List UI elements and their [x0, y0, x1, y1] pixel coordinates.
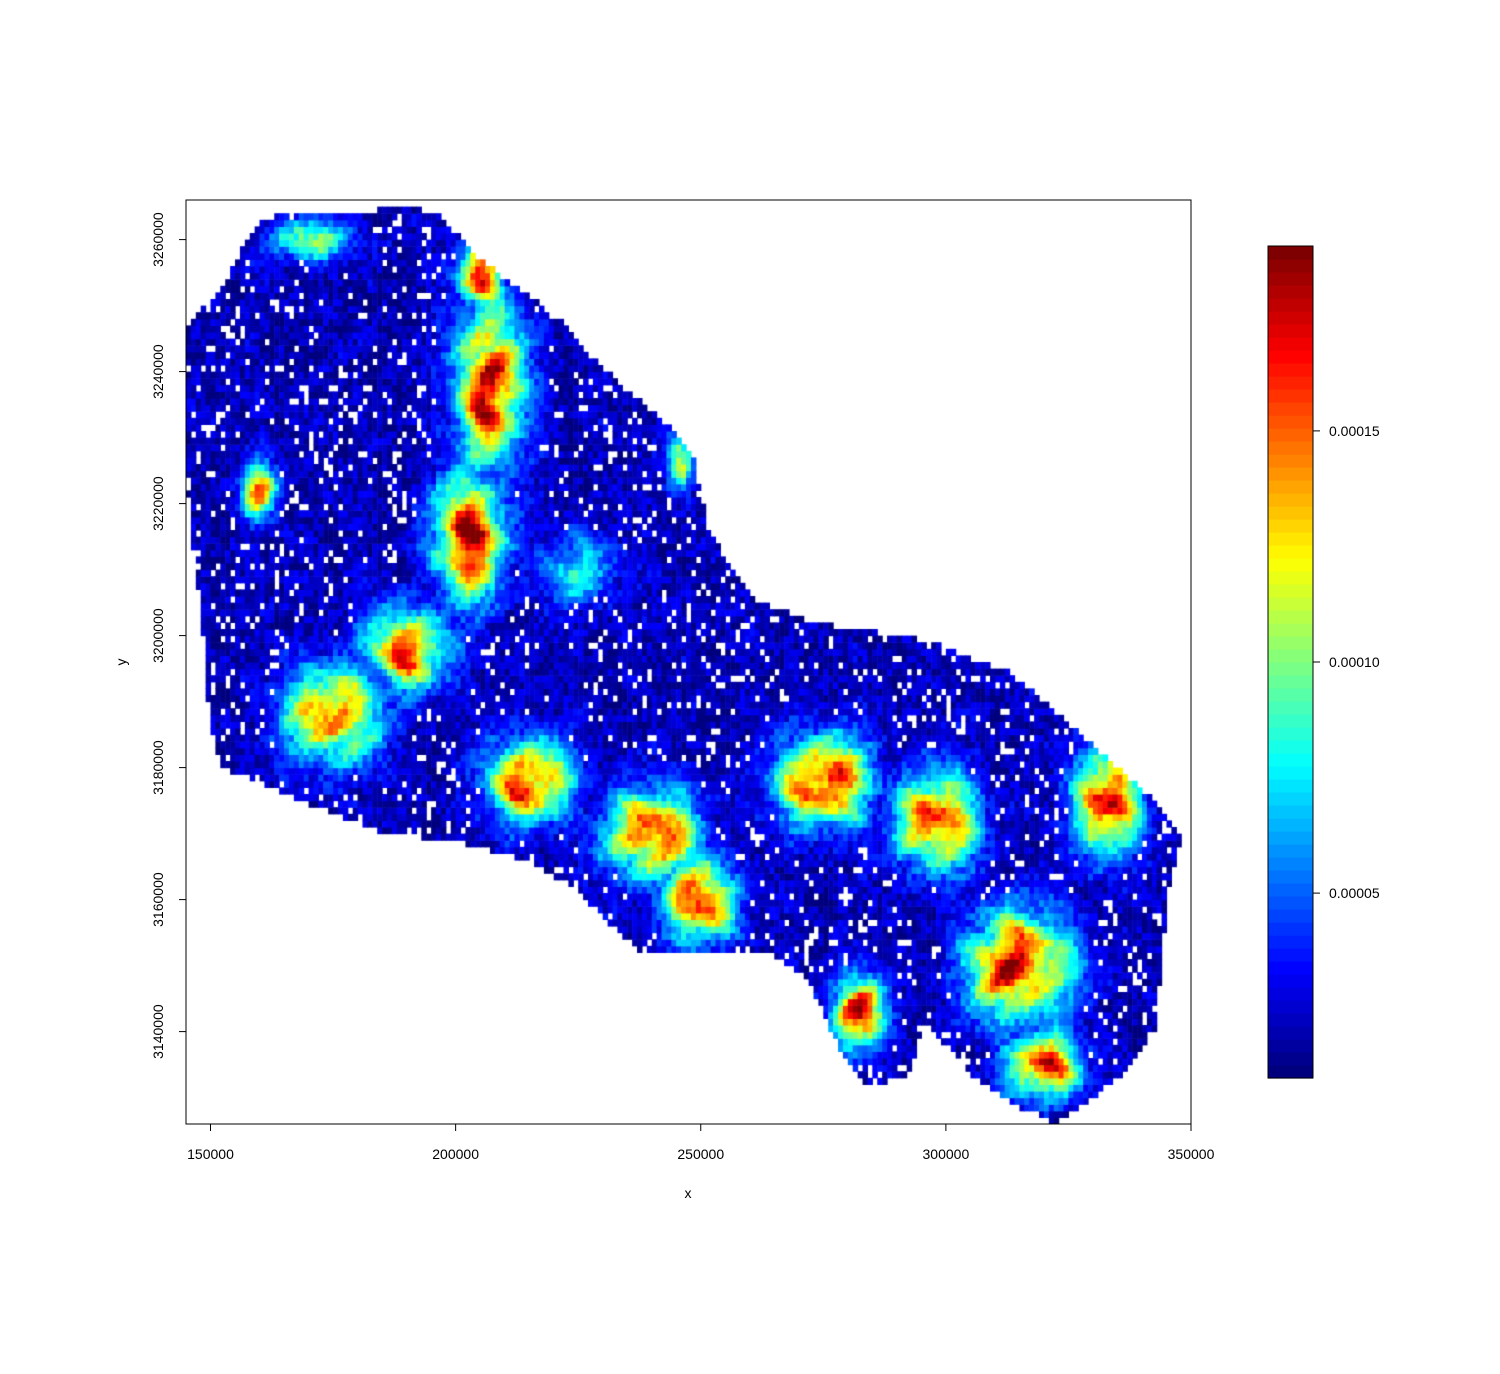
x-tick-label: 150000 [187, 1146, 234, 1162]
colorbar-segment [1268, 480, 1313, 494]
colorbar-segment [1268, 987, 1313, 1001]
colorbar-segment [1268, 467, 1313, 481]
colorbar-segment [1268, 909, 1313, 923]
colorbar-segment [1268, 636, 1313, 650]
colorbar-segment [1268, 883, 1313, 897]
colorbar-segment [1268, 272, 1313, 286]
x-tick-label: 250000 [677, 1146, 724, 1162]
y-tick-label: 3180000 [150, 740, 166, 795]
colorbar-segment [1268, 545, 1313, 559]
colorbar-segment [1268, 571, 1313, 585]
raster-layer [186, 200, 1191, 1124]
colorbar-segment [1268, 428, 1313, 442]
colorbar-legend: 0.00005 0.00010 0.00015 [1267, 245, 1380, 1079]
colorbar-segment [1268, 805, 1313, 819]
colorbar-segment [1268, 597, 1313, 611]
colorbar-segment [1268, 584, 1313, 598]
colorbar-segment [1268, 324, 1313, 338]
colorbar-segment [1268, 532, 1313, 546]
y-tick-label: 3140000 [150, 1004, 166, 1059]
y-axis-title: y [113, 659, 129, 666]
x-tick-label: 300000 [923, 1146, 970, 1162]
colorbar-segment [1268, 298, 1313, 312]
y-tick-label: 3260000 [150, 212, 166, 267]
colorbar-segment [1268, 740, 1313, 754]
y-axis: 3140000 3160000 3180000 3200000 3220000 32400… [150, 212, 186, 1059]
colorbar-segment [1268, 454, 1313, 468]
colorbar-segment [1268, 701, 1313, 715]
colorbar-segment [1268, 519, 1313, 533]
colorbar-segment [1268, 844, 1313, 858]
x-axis-title: x [685, 1185, 692, 1201]
colorbar-segment [1268, 1013, 1313, 1027]
y-tick-label: 3240000 [150, 344, 166, 399]
colorbar-segment [1268, 1065, 1313, 1079]
colorbar-segment [1268, 727, 1313, 741]
colorbar-segment [1268, 506, 1313, 520]
colorbar-segment [1268, 415, 1313, 429]
colorbar-tick-label: 0.00005 [1329, 885, 1380, 901]
colorbar-segment [1268, 948, 1313, 962]
colorbar-segment [1268, 363, 1313, 377]
colorbar-segment [1268, 818, 1313, 832]
colorbar-segment [1268, 896, 1313, 910]
x-axis: 150000 200000 250000 300000 350000 [187, 1124, 1215, 1162]
colorbar-segment [1268, 779, 1313, 793]
colorbar-segment [1268, 610, 1313, 624]
colorbar-segment [1268, 870, 1313, 884]
colorbar-segment [1268, 285, 1313, 299]
colorbar-segment [1268, 493, 1313, 507]
colorbar-segment [1268, 259, 1313, 273]
colorbar-segment [1268, 649, 1313, 663]
colorbar-segment [1268, 389, 1313, 403]
colorbar-segment [1268, 402, 1313, 416]
colorbar-segment [1268, 688, 1313, 702]
colorbar-segment [1268, 441, 1313, 455]
colorbar-segment [1268, 922, 1313, 936]
colorbar-segment [1268, 857, 1313, 871]
colorbar-segment [1268, 961, 1313, 975]
colorbar-segment [1268, 246, 1313, 260]
colorbar-segment [1268, 1039, 1313, 1053]
colorbar-segment [1268, 974, 1313, 988]
colorbar-segment [1268, 766, 1313, 780]
y-tick-label: 3220000 [150, 476, 166, 531]
colorbar-segment [1268, 935, 1313, 949]
colorbar-segment [1268, 662, 1313, 676]
colorbar-segment [1268, 792, 1313, 806]
x-tick-label: 200000 [432, 1146, 479, 1162]
colorbar-segment [1268, 753, 1313, 767]
colorbar-segment [1268, 1052, 1313, 1066]
y-tick-label: 3200000 [150, 608, 166, 663]
colorbar-segment [1268, 337, 1313, 351]
x-tick-label: 350000 [1168, 1146, 1215, 1162]
colorbar-tick-label: 0.00010 [1329, 654, 1380, 670]
colorbar-tick-label: 0.00015 [1329, 423, 1380, 439]
colorbar-segment [1268, 714, 1313, 728]
colorbar-segment [1268, 1000, 1313, 1014]
colorbar-segment [1268, 558, 1313, 572]
colorbar-segment [1268, 675, 1313, 689]
colorbar-segment [1268, 831, 1313, 845]
colorbar-segment [1268, 376, 1313, 390]
y-tick-label: 3160000 [150, 872, 166, 927]
colorbar-segment [1268, 623, 1313, 637]
colorbar-segment [1268, 311, 1313, 325]
colorbar-segment [1268, 1026, 1313, 1040]
raster-image [186, 200, 1191, 1124]
colorbar-segment [1268, 350, 1313, 364]
plot-frame [185, 199, 1192, 1125]
